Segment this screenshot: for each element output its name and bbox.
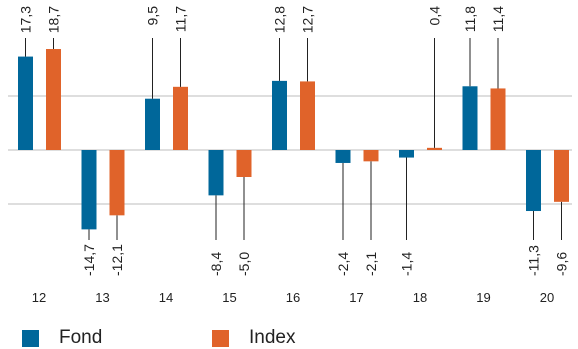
bar-fond-16: [272, 80, 287, 150]
bar-index-15: [236, 150, 252, 177]
data-label: -1,4: [399, 252, 415, 276]
legend-swatch-index: [212, 329, 229, 347]
bar-index-17: [363, 150, 379, 162]
x-tick-label: 19: [476, 290, 490, 305]
bar-index-16: [300, 81, 315, 150]
bar-index-12: [46, 49, 61, 150]
x-tick-label: 20: [540, 290, 554, 305]
x-tick-label: 12: [32, 290, 46, 305]
x-tick-label: 17: [349, 290, 363, 305]
bars: [18, 49, 569, 230]
data-label: 11,8: [462, 6, 478, 32]
data-label: -9,6: [554, 252, 570, 276]
bar-index-14: [173, 86, 188, 150]
data-label: 18,7: [46, 6, 62, 33]
legend-label-index: Index: [249, 327, 296, 348]
legend-item-fond: Fond: [22, 327, 102, 349]
bar-index-20: [554, 150, 569, 202]
data-label: 9,5: [145, 6, 161, 26]
legend-swatch-fond: [22, 329, 39, 347]
data-label: 12,7: [300, 6, 316, 33]
bar-fond-12: [18, 56, 33, 150]
bar-index-13: [109, 150, 125, 216]
x-tick-label: 15: [222, 290, 236, 305]
x-tick-label: 18: [413, 290, 427, 305]
data-label: 11,7: [173, 6, 189, 32]
data-label: 12,8: [272, 6, 288, 33]
x-tick-label: 13: [95, 290, 109, 305]
bar-fond-18: [399, 150, 414, 158]
x-tick-label: 14: [159, 290, 173, 305]
data-label: -2,1: [363, 252, 379, 276]
data-label: 17,3: [18, 6, 34, 33]
data-labels: 17,3 18,7 -14,7 -12,1 9,5 11,7 -8,4 -5,0 12,8 12,…: [18, 6, 570, 276]
data-label: 11,4: [490, 6, 506, 32]
data-label: -2,4: [335, 252, 351, 276]
data-label: -12,1: [109, 244, 125, 276]
data-label: -11,3: [526, 245, 542, 276]
data-label: -14,7: [81, 244, 97, 276]
bar-index-18: [427, 147, 442, 150]
bar-fond-13: [81, 150, 97, 230]
bar-fond-14: [145, 98, 160, 150]
x-tick-labels: 12 13 14 15 16 17 18 19 20: [32, 290, 554, 305]
bar-fond-15: [208, 150, 224, 196]
bar-fond-19: [462, 86, 478, 150]
gridlines: [8, 95, 572, 205]
data-label: 0,4: [427, 6, 443, 26]
data-label: -8,4: [208, 252, 224, 276]
legend-label-fond: Fond: [59, 327, 103, 348]
bar-index-19: [490, 88, 506, 150]
bar-fond-20: [526, 150, 541, 212]
data-label: -5,0: [236, 252, 252, 276]
bar-fond-17: [335, 150, 351, 163]
legend-item-index: Index: [212, 327, 295, 349]
x-tick-label: 16: [286, 290, 300, 305]
